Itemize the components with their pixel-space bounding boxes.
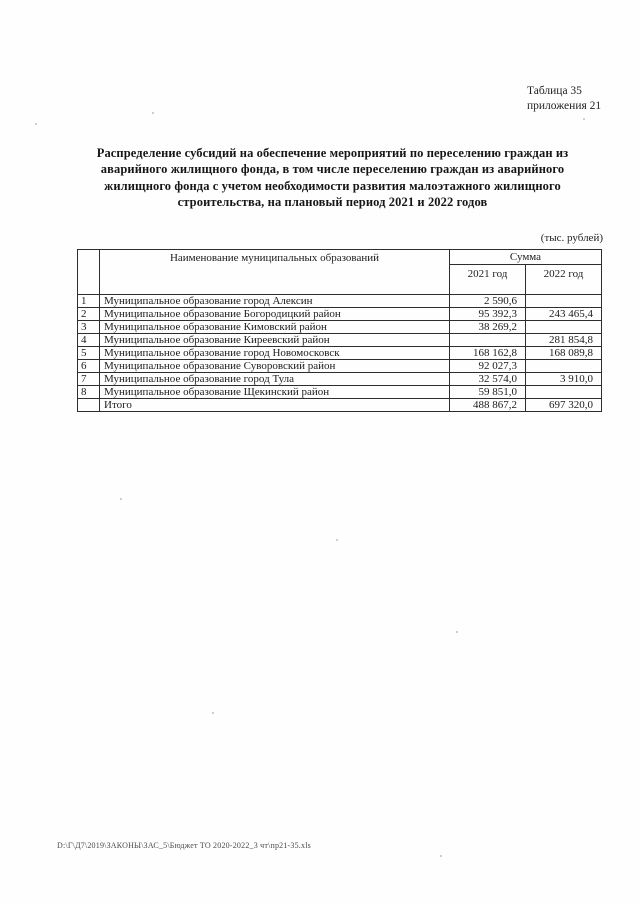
row-number (77, 398, 100, 412)
value-2021: 32 574,0 (449, 372, 526, 386)
table-row: 3 Муниципальное образование Кимовский ра… (77, 320, 602, 334)
table-row: 2 Муниципальное образование Богородицкий… (77, 307, 602, 321)
municipality-name: Муниципальное образование Кимовский райо… (99, 320, 450, 334)
table-row: 7 Муниципальное образование город Тула 3… (77, 372, 602, 386)
municipality-name: Муниципальное образование Киреевский рай… (99, 333, 450, 347)
appendix-number-label: приложения 21 (527, 100, 602, 112)
value-2022 (525, 385, 602, 399)
row-number: 3 (77, 320, 100, 334)
scan-speck (212, 712, 214, 714)
table-row: 8 Муниципальное образование Щекинский ра… (77, 385, 602, 399)
subsidy-distribution-table: Наименование муниципальных образований С… (77, 249, 602, 412)
document-title: Распределение субсидий на обеспечение ме… (75, 145, 590, 211)
num-column-header (77, 249, 100, 295)
value-2022: 3 910,0 (525, 372, 602, 386)
value-2021: 59 851,0 (449, 385, 526, 399)
value-2022 (525, 320, 602, 334)
total-label: Итого (99, 398, 450, 412)
table-row: 5 Муниципальное образование город Новомо… (77, 346, 602, 360)
title-line-3: жилищного фонда с учетом необходимости р… (104, 178, 561, 193)
scan-speck (336, 539, 338, 541)
file-path: D:\Г\Д7\2019\ЗАКОНЫ\ЗАС_5\Бюджет ТО 2020… (57, 841, 311, 850)
title-line-2: аварийного жилищного фонда, в том числе … (100, 162, 565, 177)
value-2022 (525, 359, 602, 373)
municipality-name: Муниципальное образование Щекинский райо… (99, 385, 450, 399)
year-2022-header: 2022 год (525, 264, 602, 295)
municipality-name: Муниципальное образование город Тула (99, 372, 450, 386)
table-row: 6 Муниципальное образование Суворовский … (77, 359, 602, 373)
scan-speck (35, 123, 37, 125)
scan-speck (456, 631, 458, 633)
row-number: 2 (77, 307, 100, 321)
value-2021: 2 590,6 (449, 294, 526, 308)
municipality-name: Муниципальное образование Суворовский ра… (99, 359, 450, 373)
value-2022 (525, 294, 602, 308)
value-2021: 92 027,3 (449, 359, 526, 373)
total-2021: 488 867,2 (449, 398, 526, 412)
value-2022: 168 089,8 (525, 346, 602, 360)
value-2022: 243 465,4 (525, 307, 602, 321)
value-2021: 38 269,2 (449, 320, 526, 334)
municipality-name: Муниципальное образование город Новомоск… (99, 346, 450, 360)
name-column-header: Наименование муниципальных образований (99, 249, 450, 295)
table-row: 1 Муниципальное образование город Алекси… (77, 294, 602, 308)
table-appendix-ref: Таблица 35 приложения 21 (527, 84, 601, 114)
total-2022: 697 320,0 (525, 398, 602, 412)
scan-speck (152, 112, 154, 114)
scan-speck (120, 498, 122, 500)
table-row: 4 Муниципальное образование Киреевский р… (77, 333, 602, 347)
municipality-name: Муниципальное образование Богородицкий р… (99, 307, 450, 321)
table-header-row-2: 2021 год 2022 год (78, 264, 602, 295)
sum-column-header: Сумма (449, 249, 602, 265)
units-note: (тыс. рублей) (540, 232, 603, 244)
title-line-1: Распределение субсидий на обеспечение ме… (96, 146, 569, 160)
table-header-row-1: Наименование муниципальных образований С… (77, 249, 602, 295)
value-2022: 281 854,8 (525, 333, 602, 347)
row-number: 1 (77, 294, 100, 308)
value-2021 (449, 333, 526, 347)
row-number: 4 (77, 333, 100, 347)
scan-speck (583, 118, 585, 120)
municipality-name: Муниципальное образование город Алексин (99, 294, 450, 308)
table-number-label: Таблица 35 (527, 85, 582, 97)
value-2021: 95 392,3 (449, 307, 526, 321)
scan-speck (440, 855, 442, 857)
title-line-4: строительства, на плановый период 2021 и… (177, 195, 488, 210)
value-2021: 168 162,8 (449, 346, 526, 360)
row-number: 8 (77, 385, 100, 399)
year-2021-header: 2021 год (449, 264, 526, 295)
row-number: 6 (77, 359, 100, 373)
total-row: Итого 488 867,2 697 320,0 (77, 398, 602, 412)
row-number: 7 (77, 372, 100, 386)
row-number: 5 (77, 346, 100, 360)
